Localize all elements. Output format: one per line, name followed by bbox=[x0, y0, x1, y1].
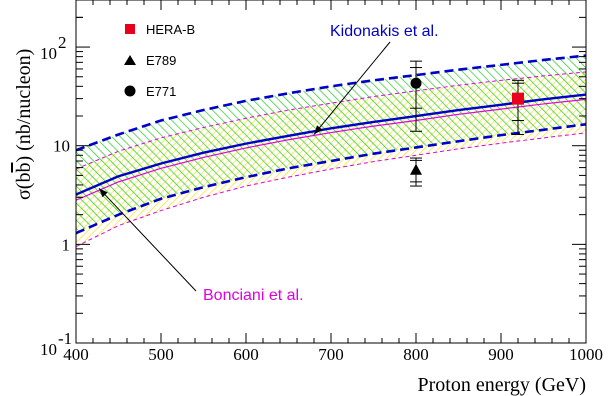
legend-label-e789: E789 bbox=[146, 53, 176, 68]
x-axis-title: Proton energy (GeV) bbox=[418, 374, 586, 396]
x-tick-label: 1000 bbox=[569, 345, 603, 364]
x-tick-label: 700 bbox=[318, 345, 344, 364]
marker-hera-b bbox=[512, 92, 524, 105]
annotation-arrowhead-bonciani bbox=[98, 188, 108, 198]
y-tick-label-exponent: 2 bbox=[58, 33, 67, 52]
bonciani-upper-line bbox=[76, 71, 586, 170]
legend-marker-e789 bbox=[124, 55, 136, 65]
y-tick-label-base: 10 bbox=[40, 340, 57, 359]
legend: HERA-B E789 E771 bbox=[124, 22, 195, 99]
bonciani-central-line bbox=[76, 98, 586, 201]
annotation-arrow-kidonakis bbox=[313, 41, 391, 135]
annotation-arrow-bonciani bbox=[98, 187, 197, 292]
legend-marker-e771 bbox=[124, 85, 136, 97]
legend-label-e771: E771 bbox=[146, 84, 176, 99]
data-point-e789 bbox=[410, 157, 422, 187]
kidonakis-central-line bbox=[76, 93, 586, 196]
data-point-hera-b bbox=[512, 79, 524, 135]
y-axis-title-bbar: b bbox=[13, 163, 35, 173]
uncertainty-bands bbox=[76, 55, 586, 247]
y-axis-title-sigma: σ(b bbox=[13, 173, 35, 200]
y-tick-label: 1 bbox=[62, 235, 71, 254]
data-point-e771 bbox=[410, 60, 422, 132]
bonciani-lower-line bbox=[76, 132, 586, 248]
marker-e789 bbox=[410, 163, 422, 175]
kidonakis-band bbox=[76, 55, 586, 234]
y-axis-title-unit: ) (nb/nucleon) bbox=[13, 49, 35, 163]
kidonakis-lower-line bbox=[76, 122, 586, 235]
y-axis-title: σ(bb) (nb/nucleon) bbox=[13, 49, 35, 200]
x-tick-label: 800 bbox=[403, 345, 429, 364]
x-tick-label: 900 bbox=[488, 345, 514, 364]
x-tick-label: 600 bbox=[233, 345, 259, 364]
x-tick-label: 400 bbox=[63, 345, 89, 364]
annotation-kidonakis: Kidonakis et al. bbox=[330, 23, 439, 40]
y-tick-label-exponent: -1 bbox=[58, 329, 72, 348]
kidonakis-upper-line bbox=[76, 54, 586, 152]
y-tick-label-base: 10 bbox=[40, 44, 57, 63]
measurement-points bbox=[410, 60, 524, 187]
theory-curves bbox=[76, 54, 586, 248]
annotation-arrowhead-kidonakis bbox=[314, 125, 323, 135]
marker-e771 bbox=[410, 77, 422, 89]
y-tick-label: 10 bbox=[53, 137, 70, 156]
legend-marker-hera-b bbox=[125, 24, 135, 34]
annotation-bonciani: Bonciani et al. bbox=[203, 287, 304, 304]
legend-label-hera-b: HERA-B bbox=[146, 22, 195, 37]
x-tick-label: 500 bbox=[148, 345, 174, 364]
